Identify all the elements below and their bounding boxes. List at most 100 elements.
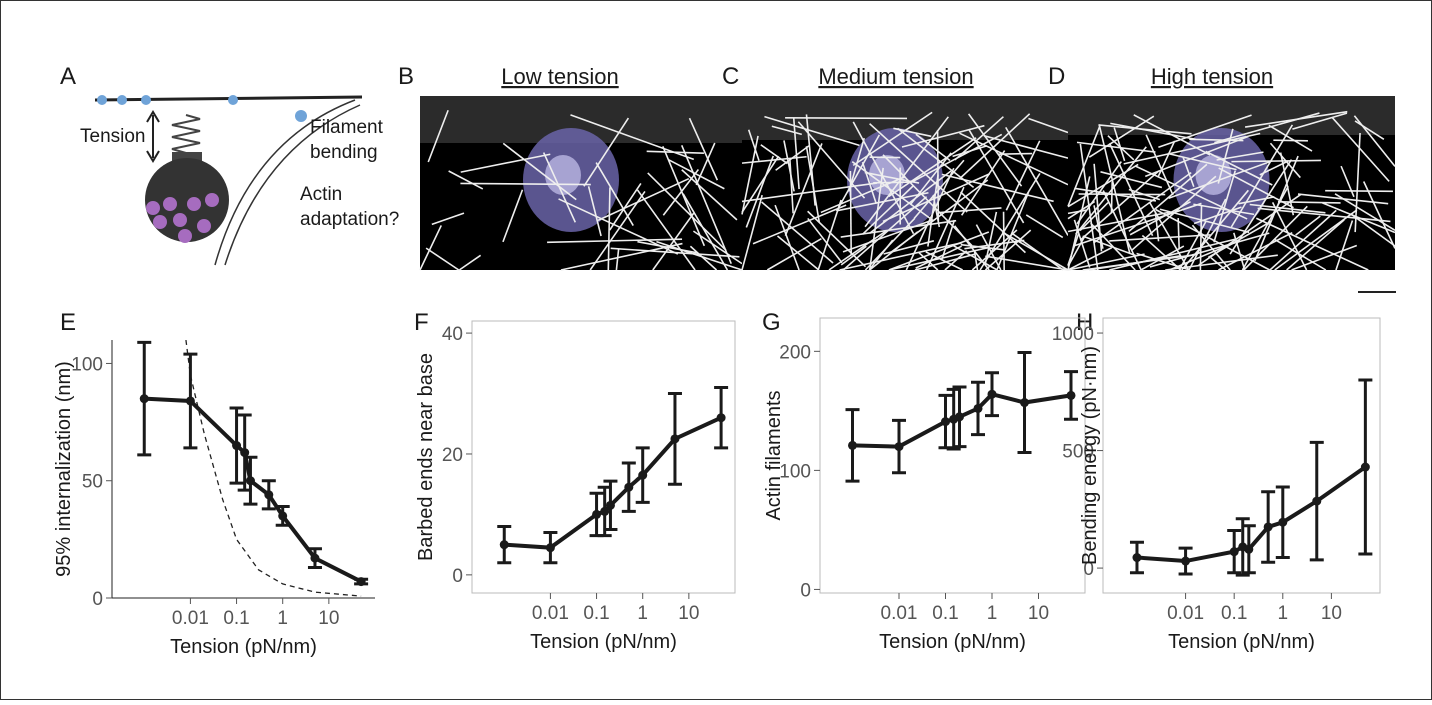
- simulation-images: [420, 96, 1395, 270]
- panel-letter: F: [414, 309, 429, 336]
- x-axis-label: Tension (pN/nm): [530, 631, 677, 653]
- point: [140, 394, 149, 403]
- axes-box: [472, 321, 735, 593]
- axes-box: [820, 318, 1085, 593]
- point: [1278, 518, 1287, 527]
- panel-letter: B: [398, 63, 414, 90]
- y-tick-label: 0: [452, 566, 463, 587]
- x-tick-label: 0.01: [172, 608, 209, 629]
- annotation: Tension: [80, 126, 146, 147]
- y-axis-label: Bending energy (pN·nm): [1079, 346, 1101, 565]
- point: [186, 396, 195, 405]
- y-tick-label: 0: [800, 580, 811, 601]
- point: [606, 501, 615, 510]
- x-tick-label: 0.01: [1167, 603, 1204, 624]
- point: [941, 417, 950, 426]
- point: [638, 471, 647, 480]
- point: [1067, 391, 1076, 400]
- annotation: Actin: [300, 184, 342, 205]
- x-tick-label: 1: [987, 603, 998, 624]
- point: [240, 448, 249, 457]
- point: [974, 404, 983, 413]
- panel-letter: D: [1048, 63, 1065, 90]
- x-tick-label: 1: [1278, 603, 1289, 624]
- image-filament: [785, 118, 907, 119]
- point: [848, 441, 857, 450]
- point: [1020, 398, 1029, 407]
- point: [232, 441, 241, 450]
- panel-letter: C: [722, 63, 739, 90]
- y-axis-label: 95% internalization (nm): [53, 361, 75, 577]
- point: [264, 490, 273, 499]
- x-tick-label: 0.1: [223, 608, 249, 629]
- image-title: Low tension: [501, 64, 618, 89]
- x-tick-label: 10: [1321, 603, 1342, 624]
- point: [592, 510, 601, 519]
- x-tick-label: 0.1: [932, 603, 958, 624]
- panel-letter: A: [60, 63, 76, 90]
- y-tick-label: 0: [92, 589, 103, 610]
- x-tick-label: 10: [1028, 603, 1049, 624]
- image-filament: [1004, 212, 1005, 270]
- point: [955, 412, 964, 421]
- x-tick-label: 10: [678, 603, 699, 624]
- y-axis-label: Actin filaments: [763, 390, 785, 520]
- point: [1244, 545, 1253, 554]
- point: [988, 390, 997, 399]
- point: [278, 511, 287, 520]
- point: [1312, 497, 1321, 506]
- point: [1181, 557, 1190, 566]
- x-tick-label: 0.1: [583, 603, 609, 624]
- x-tick-label: 0.01: [881, 603, 918, 624]
- image-filament: [998, 154, 1032, 155]
- point: [895, 442, 904, 451]
- y-tick-label: 20: [442, 445, 463, 466]
- image-filament: [1278, 202, 1341, 203]
- image-title: Medium tension: [818, 64, 973, 89]
- point: [1132, 553, 1141, 562]
- x-tick-label: 0.1: [1221, 603, 1247, 624]
- x-tick-label: 1: [277, 608, 288, 629]
- panel-letter: E: [60, 309, 76, 336]
- x-tick-label: 0.01: [532, 603, 569, 624]
- annotation: Filament: [310, 117, 384, 138]
- image-filament: [1079, 194, 1166, 195]
- image-filament: [1273, 140, 1308, 141]
- y-tick-label: 100: [71, 354, 103, 375]
- image-filament: [1178, 218, 1179, 250]
- image-title: High tension: [1151, 64, 1273, 89]
- x-axis-label: Tension (pN/nm): [1168, 631, 1315, 653]
- x-tick-label: 1: [637, 603, 648, 624]
- y-tick-label: 40: [442, 324, 463, 345]
- line: [144, 399, 361, 582]
- reference-curve: [186, 340, 361, 596]
- point: [670, 434, 679, 443]
- annotation: adaptation?: [300, 209, 399, 230]
- y-tick-label: 1000: [1052, 324, 1094, 345]
- point: [624, 483, 633, 492]
- point: [1361, 463, 1370, 472]
- y-axis-label: Barbed ends near base: [415, 353, 437, 561]
- point: [1264, 522, 1273, 531]
- x-axis-label: Tension (pN/nm): [170, 636, 317, 658]
- panel-letter: G: [762, 309, 781, 336]
- point: [717, 413, 726, 422]
- y-tick-label: 50: [82, 472, 103, 493]
- point: [357, 577, 366, 586]
- point: [310, 554, 319, 563]
- point: [246, 476, 255, 485]
- point: [1230, 547, 1239, 556]
- x-tick-label: 10: [318, 608, 339, 629]
- x-axis-label: Tension (pN/nm): [879, 631, 1026, 653]
- image-filament: [1325, 191, 1393, 192]
- annotation: bending: [310, 142, 378, 163]
- point: [500, 540, 509, 549]
- image-filament: [1200, 205, 1201, 270]
- point: [546, 543, 555, 552]
- y-tick-label: 200: [779, 342, 811, 363]
